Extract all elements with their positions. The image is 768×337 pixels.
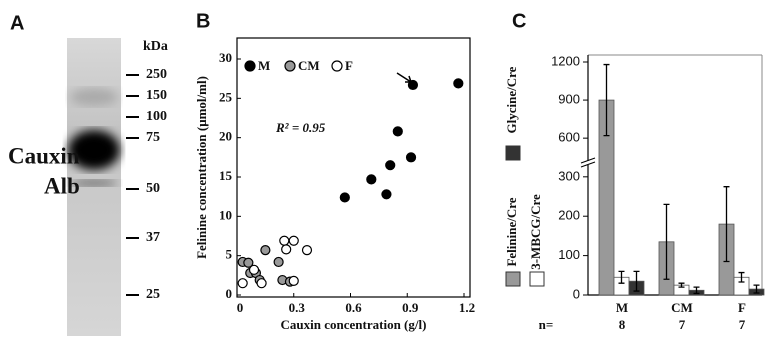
x-axis-title: Cauxin concentration (g/l) (281, 317, 427, 332)
y-tick-label: 1200 (551, 53, 580, 68)
y-axis-title: Felinine concentration (μmol/ml) (194, 76, 209, 259)
point (302, 246, 311, 255)
y-tick-label: 600 (558, 130, 580, 145)
point (261, 246, 270, 255)
point (386, 161, 395, 170)
y-tick-label: 300 (558, 168, 580, 183)
annotation: R² = 0.95 (275, 120, 326, 135)
legend-label: Glycine/Cre (504, 66, 519, 133)
x-tick-label: M (616, 300, 628, 315)
point (289, 236, 298, 245)
y-tick-label: 15 (219, 168, 233, 183)
point (250, 265, 259, 274)
legend-marker (332, 61, 342, 71)
legend-marker (285, 61, 295, 71)
panel-label: B (196, 10, 210, 32)
point (407, 153, 416, 162)
figure: A kDa Cauxin Alb 25015010075503725B05101… (0, 0, 768, 337)
point (238, 279, 247, 288)
y-tick-label: 25 (219, 89, 233, 104)
band-label: Cauxin (8, 143, 80, 168)
n-value: 7 (739, 317, 746, 332)
y-tick-label: 5 (226, 247, 233, 262)
x-tick-label: 0.6 (345, 300, 362, 315)
x-tick-label: 0 (237, 300, 244, 315)
point (367, 175, 376, 184)
point (282, 245, 291, 254)
legend-label: M (258, 58, 270, 73)
point (274, 257, 283, 266)
point (454, 79, 463, 88)
x-tick-label: F (738, 300, 746, 315)
point (289, 276, 298, 285)
legend-marker (245, 61, 255, 71)
point (340, 193, 349, 202)
y-tick-label: 20 (219, 129, 232, 144)
marker-label: 100 (146, 109, 167, 124)
gel-smear (70, 88, 118, 106)
n-value: 8 (619, 317, 626, 332)
marker-label: 150 (146, 88, 167, 103)
y-tick-label: 0 (226, 286, 233, 301)
y-tick-label: 10 (219, 207, 232, 222)
y-tick-label: 900 (558, 92, 580, 107)
y-tick-label: 0 (573, 286, 580, 301)
marker-label: 250 (146, 67, 167, 82)
point (382, 190, 391, 199)
legend-label: F (345, 58, 353, 73)
y-tick-label: 200 (558, 208, 580, 223)
point (408, 80, 417, 89)
legend-label: 3-MBCG/Cre (528, 194, 543, 270)
marker-label: 50 (146, 181, 160, 196)
panel-label: A (10, 12, 24, 34)
plot-frame (237, 38, 470, 297)
legend-swatch (506, 146, 520, 160)
legend-swatch (506, 272, 520, 286)
marker-label: 25 (146, 287, 160, 302)
arrow (397, 73, 411, 82)
panel-label: C (512, 10, 526, 32)
x-tick-label: 0.9 (402, 300, 419, 315)
legend-label: Felinine/Cre (504, 197, 519, 266)
legend-label: CM (298, 58, 320, 73)
y-tick-label: 100 (558, 247, 580, 262)
point (393, 127, 402, 136)
y-tick-label: 30 (219, 50, 232, 65)
n-label: n= (539, 317, 554, 332)
band-label: Alb (44, 173, 80, 198)
x-tick-label: CM (671, 300, 693, 315)
x-tick-label: 1.2 (459, 300, 475, 315)
n-value: 7 (679, 317, 686, 332)
point (280, 236, 289, 245)
legend-swatch (530, 272, 544, 286)
unit-label: kDa (143, 39, 168, 54)
x-tick-label: 0.3 (289, 300, 306, 315)
point (257, 279, 266, 288)
marker-label: 75 (146, 130, 160, 145)
marker-label: 37 (146, 230, 160, 245)
